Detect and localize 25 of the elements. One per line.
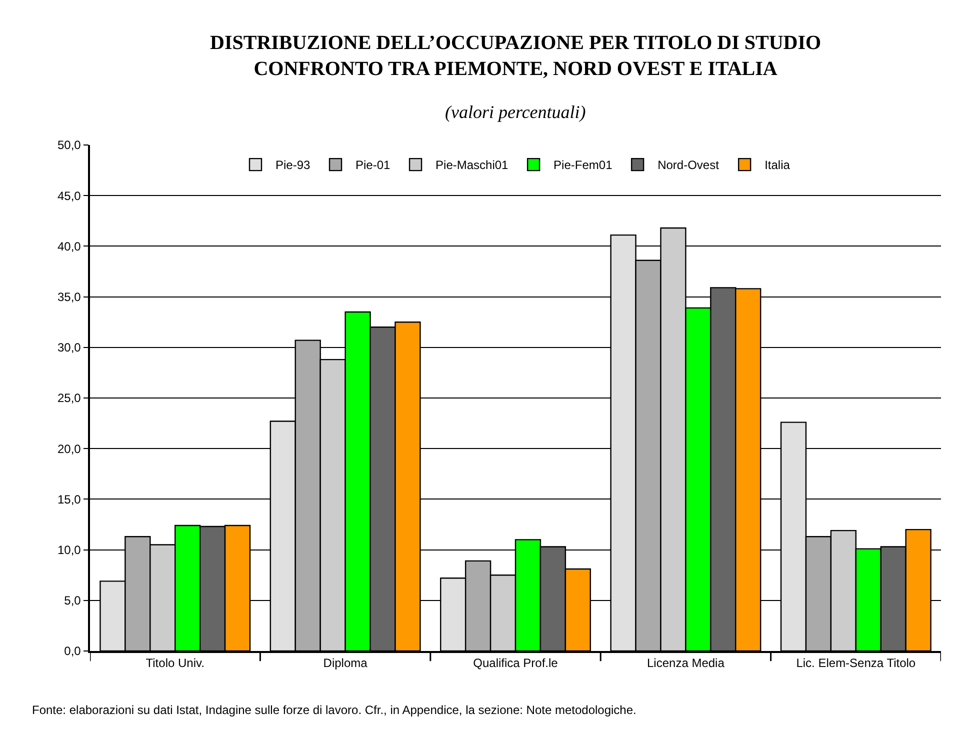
legend-label: Pie-Fem01 bbox=[554, 158, 613, 172]
legend-label: Pie-Maschi01 bbox=[436, 158, 509, 172]
source-note: Fonte: elaborazioni su dati Istat, Indagine sulle forze di lavoro. Cfr., in Appendice, la sezione: Note metodologiche. bbox=[32, 703, 636, 717]
y-tick-label: 25,0 bbox=[57, 391, 82, 406]
y-tick-label: 40,0 bbox=[57, 239, 82, 254]
y-tick-label: 5,0 bbox=[64, 594, 82, 608]
chart-subtitle: (valori percentuali) bbox=[445, 102, 586, 122]
y-tick-label: 30,0 bbox=[57, 340, 82, 355]
y-tick-label: 15,0 bbox=[57, 492, 82, 506]
legend-label: Pie-01 bbox=[356, 158, 391, 172]
chart-title: DISTRIBUZIONE DELL’OCCUPAZIONE PER TITOLO DI STUDIO CONFRONTO TRA PIEMONTE, NORD OVEST E ITALIA bbox=[210, 32, 822, 80]
x-tick-label: Licenza Media bbox=[647, 656, 725, 670]
x-tick-label: Qualifica Prof.le bbox=[473, 656, 558, 670]
x-tick-label: Titolo Univ. bbox=[146, 656, 204, 670]
y-tick-label: 45,0 bbox=[57, 188, 82, 203]
y-tick-label: 10,0 bbox=[57, 543, 82, 557]
legend-label: Italia bbox=[764, 158, 790, 172]
y-tick-label: 50,0 bbox=[57, 138, 82, 152]
y-tick-label: 35,0 bbox=[57, 290, 82, 304]
legend-label: Nord-Ovest bbox=[658, 158, 720, 172]
x-tick-label: Diploma bbox=[323, 656, 368, 670]
legend-label: Pie-93 bbox=[276, 158, 311, 172]
y-tick-label: 20,0 bbox=[57, 442, 82, 456]
x-tick-label: Lic. Elem-Senza Titolo bbox=[796, 656, 916, 670]
y-tick-label: 0,0 bbox=[64, 644, 82, 658]
